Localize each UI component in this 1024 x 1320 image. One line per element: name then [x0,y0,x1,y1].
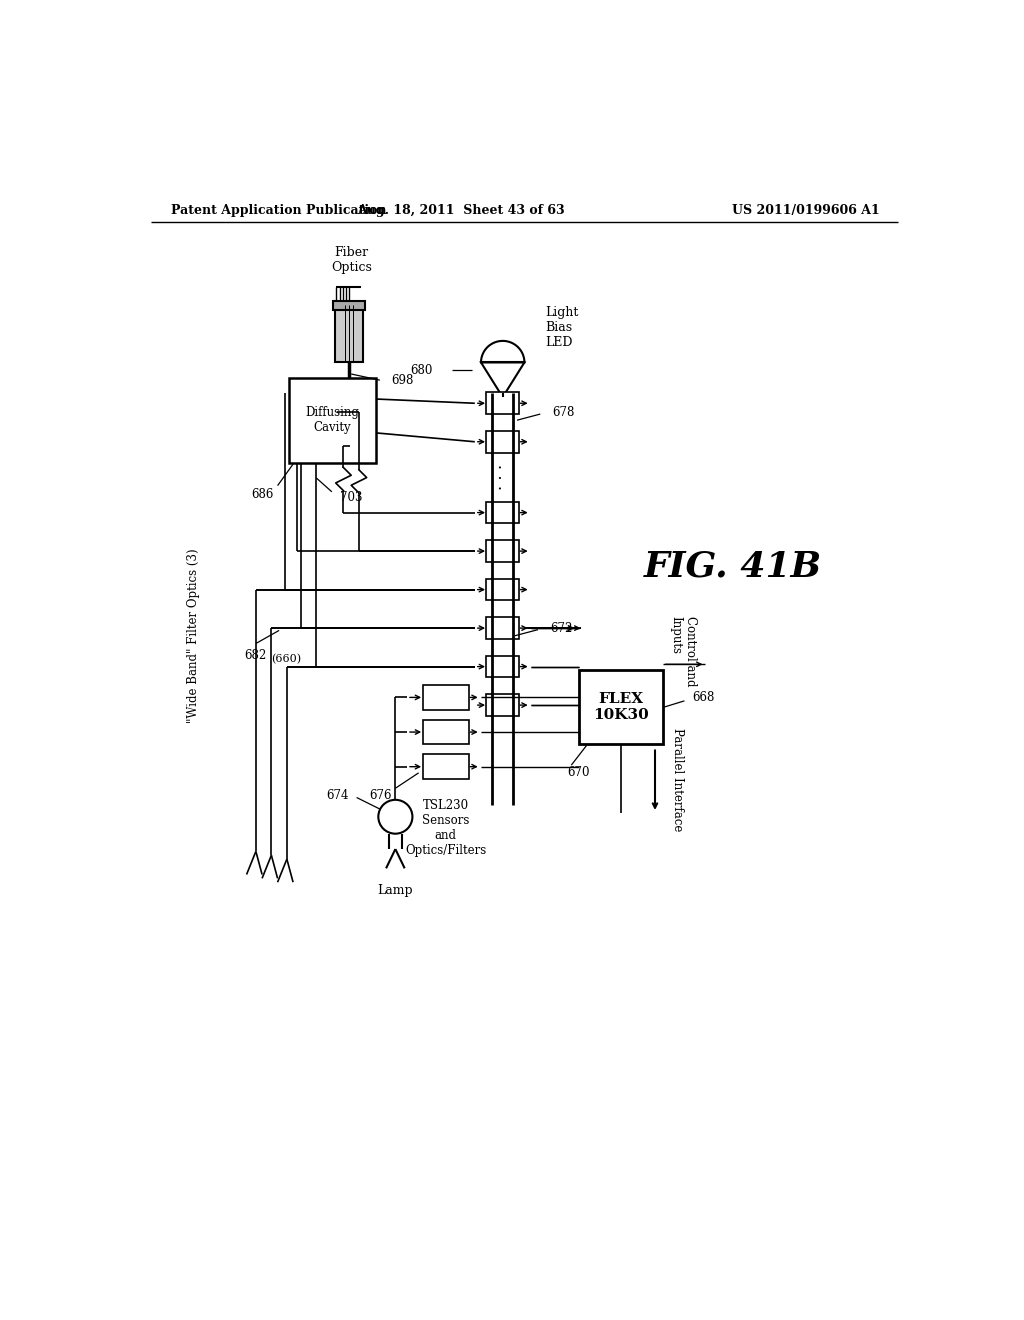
Bar [486,430,519,453]
Text: Parallel Interface: Parallel Interface [671,729,683,832]
Text: Patent Application Publication: Patent Application Publication [171,205,386,218]
Bar [486,502,519,523]
Bar [486,656,519,677]
Text: 674: 674 [327,788,349,801]
Bar [486,694,519,715]
Text: Control and
Inputs: Control and Inputs [669,616,697,686]
Text: · · ·: · · · [495,465,511,490]
Text: 680: 680 [411,363,433,376]
Text: Diffusing
Cavity: Diffusing Cavity [305,407,359,434]
Bar [335,305,362,363]
Text: 670: 670 [567,767,590,779]
Text: 686: 686 [251,488,273,502]
Text: Lamp: Lamp [378,884,414,896]
Text: 668: 668 [692,692,715,705]
Text: 672: 672 [550,622,572,635]
Text: FIG. 41B: FIG. 41B [643,549,821,583]
Bar [486,540,519,562]
Text: (660): (660) [271,653,301,664]
Bar [486,618,519,639]
Text: FLEX
10K30: FLEX 10K30 [593,692,649,722]
Text: US 2011/0199606 A1: US 2011/0199606 A1 [732,205,880,218]
Text: Aug. 18, 2011  Sheet 43 of 63: Aug. 18, 2011 Sheet 43 of 63 [357,205,565,218]
Text: 698: 698 [391,374,414,387]
Text: 676: 676 [369,789,391,803]
Text: 703: 703 [340,491,362,504]
Polygon shape [481,363,524,397]
Bar [423,685,469,710]
Text: Fiber
Optics: Fiber Optics [331,246,372,275]
Bar [423,719,469,744]
Text: 678: 678 [552,407,574,418]
Text: Light
Bias
LED: Light Bias LED [546,306,579,350]
Bar [486,578,519,601]
Text: TSL230
Sensors
and
Optics/Filters: TSL230 Sensors and Optics/Filters [406,799,486,857]
Bar [423,755,469,779]
Bar [333,301,366,310]
Text: 682: 682 [245,648,266,661]
Text: "Wide Band" Filter Optics (3): "Wide Band" Filter Optics (3) [187,549,201,723]
Bar [289,378,376,462]
Bar [486,392,519,414]
Bar [579,671,663,743]
